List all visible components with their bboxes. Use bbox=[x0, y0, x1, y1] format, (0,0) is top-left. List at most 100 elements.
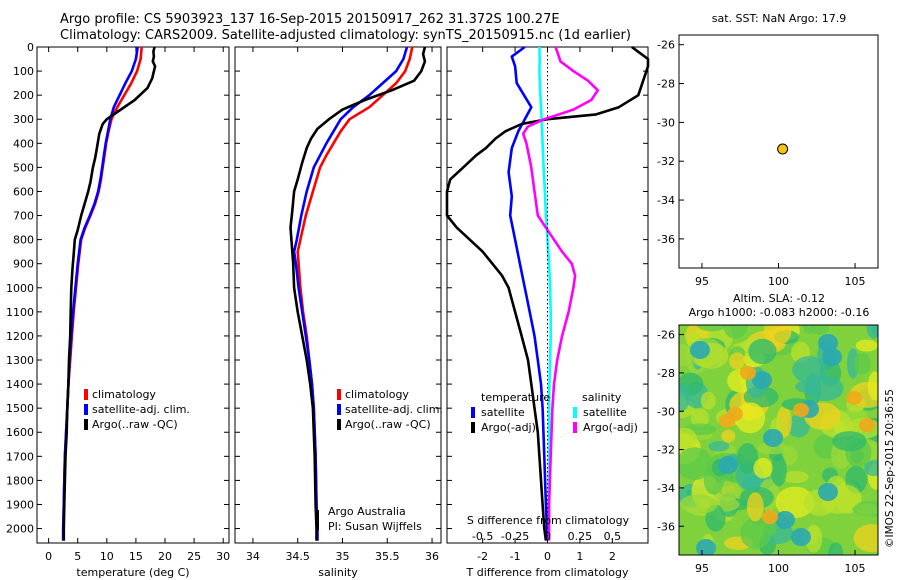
legend-label: satellite-adj. clim. bbox=[345, 403, 443, 416]
series-line bbox=[507, 45, 549, 541]
heatmap-cell bbox=[708, 441, 730, 452]
series-line bbox=[62, 46, 157, 541]
x-tick-label: 35.5 bbox=[375, 550, 400, 563]
y-tick-label: -30 bbox=[657, 405, 675, 418]
x-tick-label: 36 bbox=[425, 550, 439, 563]
legend-swatch bbox=[471, 422, 475, 433]
x-tick-label: 30 bbox=[216, 550, 230, 563]
y-tick-label: -32 bbox=[657, 155, 675, 168]
heatmap-cell bbox=[802, 325, 816, 334]
heatmap-cell bbox=[736, 443, 759, 474]
depth-tick-label: 1000 bbox=[6, 282, 34, 295]
panel-temperature: 0100200300400500600700800900100011001200… bbox=[6, 41, 230, 579]
y-tick-label: -34 bbox=[657, 482, 675, 495]
depth-tick-label: 1500 bbox=[6, 402, 34, 415]
heatmap-cell bbox=[763, 429, 783, 447]
y-tick-label: -32 bbox=[657, 444, 675, 457]
x-tick-label: -2 bbox=[477, 550, 488, 563]
plot-title-line-1: Argo profile: CS 5903923_137 16-Sep-2015… bbox=[60, 12, 560, 27]
depth-tick-label: 1100 bbox=[6, 306, 34, 319]
heatmap-cell bbox=[763, 325, 792, 346]
x-tick-label: 10 bbox=[100, 550, 114, 563]
heatmap-cell bbox=[721, 429, 736, 443]
heatmap-cell bbox=[679, 447, 713, 481]
series-line bbox=[538, 46, 552, 541]
heatmap-cell bbox=[805, 375, 844, 402]
x-tick-label: -1 bbox=[510, 550, 521, 563]
legend-label: satellite bbox=[481, 406, 525, 419]
heatmap-cell bbox=[793, 403, 809, 417]
legend-swatch bbox=[337, 419, 341, 430]
legend-heading: temperature bbox=[481, 391, 550, 404]
heatmap-cell bbox=[723, 325, 748, 339]
x-axis-label: T difference from climatology bbox=[466, 566, 629, 579]
y-tick-label: -26 bbox=[657, 329, 675, 342]
legend-label: Argo(-adj) bbox=[481, 421, 536, 434]
heatmap-cell bbox=[846, 391, 862, 405]
heatmap-cell bbox=[762, 510, 778, 524]
heatmap-cell bbox=[734, 402, 766, 434]
depth-tick-label: 1400 bbox=[6, 378, 34, 391]
heatmap-cell bbox=[757, 442, 789, 455]
map-title: sat. SST: NaN Argo: 17.9 bbox=[712, 12, 846, 25]
heatmap-cell bbox=[679, 427, 697, 451]
heatmap-cell bbox=[787, 414, 810, 438]
depth-tick-label: 500 bbox=[13, 161, 34, 174]
legend-swatch bbox=[337, 404, 341, 415]
salinity-tick-label: 0 bbox=[544, 530, 551, 543]
heatmap-cell bbox=[864, 460, 878, 477]
legend-label: satellite bbox=[583, 406, 627, 419]
depth-tick-label: 1200 bbox=[6, 330, 34, 343]
x-tick-label: 5 bbox=[74, 550, 81, 563]
plot-title-line-2: Climatology: CARS2009. Satellite-adjuste… bbox=[60, 28, 631, 43]
depth-tick-label: 1600 bbox=[6, 426, 34, 439]
heatmap-cell bbox=[729, 352, 746, 370]
heatmap-cell bbox=[775, 511, 795, 529]
map-subtitle: Argo h1000: -0.083 h2000: -0.16 bbox=[689, 306, 870, 319]
heatmap-cell bbox=[727, 407, 743, 421]
heatmap-cell bbox=[700, 391, 716, 410]
panel-frame bbox=[234, 46, 442, 544]
heatmap-cell bbox=[853, 352, 871, 375]
legend-heading: salinity bbox=[582, 391, 622, 404]
heatmap-cell bbox=[679, 382, 690, 413]
legend-swatch bbox=[84, 389, 88, 400]
x-tick-label: 34 bbox=[246, 550, 260, 563]
salinity-tick-label: 0.25 bbox=[568, 530, 593, 543]
y-tick-label: -36 bbox=[657, 520, 675, 533]
heatmap-cell bbox=[828, 542, 844, 555]
y-tick-label: -28 bbox=[657, 367, 675, 380]
series-line bbox=[289, 46, 427, 541]
depth-tick-label: 100 bbox=[13, 65, 34, 78]
x-tick-label: 95 bbox=[695, 562, 709, 575]
depth-tick-label: 1300 bbox=[6, 354, 34, 367]
x-tick-label: 2 bbox=[609, 550, 616, 563]
heatmap-cell bbox=[740, 366, 756, 380]
depth-tick-label: 700 bbox=[13, 210, 34, 223]
map-title: Altim. SLA: -0.12 bbox=[733, 292, 825, 305]
x-tick-label: 1 bbox=[576, 550, 583, 563]
panel-frame bbox=[36, 46, 230, 544]
heatmap-cell bbox=[867, 371, 878, 401]
legend-label: satellite-adj. clim. bbox=[92, 403, 190, 416]
x-tick-label: 15 bbox=[129, 550, 143, 563]
depth-tick-label: 200 bbox=[13, 89, 34, 102]
y-tick-label: -28 bbox=[657, 78, 675, 91]
heatmap-cell bbox=[718, 456, 738, 474]
x-tick-label: 35 bbox=[335, 550, 349, 563]
heatmap-cell bbox=[855, 339, 878, 352]
depth-tick-label: 2000 bbox=[6, 523, 34, 536]
x-axis-label: temperature (deg C) bbox=[76, 566, 189, 579]
heatmap-cell bbox=[859, 418, 875, 432]
salinity-tick-label: -0.25 bbox=[501, 530, 529, 543]
heatmap-cell bbox=[697, 325, 727, 332]
depth-tick-label: 600 bbox=[13, 185, 34, 198]
x-axis-label: salinity bbox=[318, 566, 358, 579]
heatmap-cell bbox=[791, 528, 811, 546]
heatmap-cell bbox=[792, 356, 827, 384]
heatmap-cell bbox=[853, 524, 878, 553]
heatmap-cell bbox=[852, 500, 878, 517]
depth-tick-label: 1900 bbox=[6, 498, 34, 511]
